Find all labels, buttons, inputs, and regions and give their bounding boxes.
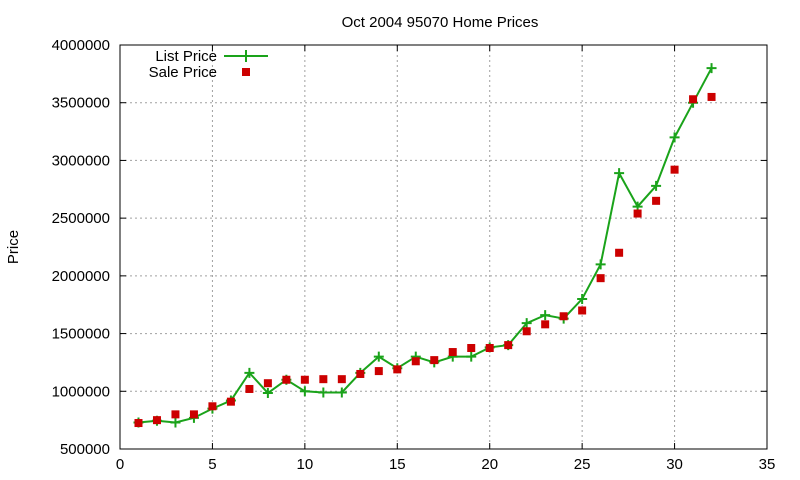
- x-tick-label: 5: [208, 456, 216, 473]
- sale-price-point: [134, 419, 143, 428]
- sale-price-point: [652, 196, 661, 205]
- sale-price-point: [152, 416, 161, 425]
- legend-label-sale-price: Sale Price: [149, 64, 217, 81]
- list-price-point: [614, 168, 625, 179]
- y-tick-label: 1500000: [52, 326, 110, 343]
- list-price-point: [336, 387, 347, 398]
- series-list-price: [133, 63, 717, 428]
- y-tick-label: 4000000: [52, 37, 110, 54]
- sale-price-point: [707, 92, 716, 101]
- list-price-point: [373, 351, 384, 362]
- sale-price-point: [596, 274, 605, 283]
- y-tick-label: 3500000: [52, 95, 110, 112]
- x-tick-label: 35: [759, 456, 776, 473]
- sale-price-point: [263, 379, 272, 388]
- x-tick-label: 30: [666, 456, 683, 473]
- list-price-point: [595, 259, 606, 270]
- x-tick-label: 20: [481, 456, 498, 473]
- x-tick-label: 0: [116, 456, 124, 473]
- sale-price-point: [319, 375, 328, 384]
- plot-frame: [119, 44, 768, 450]
- grid-lines: [120, 45, 767, 449]
- list-price-point: [299, 386, 310, 397]
- y-tick-label: 2500000: [52, 210, 110, 227]
- sale-price-point: [282, 375, 291, 384]
- sale-price-point: [467, 344, 476, 352]
- sale-price-point: [208, 402, 217, 411]
- list-price-point: [651, 180, 662, 191]
- sale-price-point: [189, 410, 198, 419]
- x-tick-label: 25: [574, 456, 591, 473]
- list-price-point: [706, 63, 717, 74]
- list-price-point: [244, 367, 255, 378]
- sale-price-point: [300, 375, 309, 384]
- series-layer: [133, 63, 717, 428]
- sale-price-point: [485, 344, 494, 352]
- sale-price-point: [670, 165, 679, 174]
- sale-price-point: [374, 367, 383, 376]
- sale-price-point: [615, 248, 624, 257]
- sale-price-point: [541, 320, 550, 329]
- list-price-point: [577, 293, 588, 304]
- sale-price-point: [633, 209, 642, 218]
- sale-price-point: [356, 369, 365, 378]
- list-price-point: [669, 132, 680, 143]
- sale-price-point: [337, 375, 346, 384]
- y-axis-label: Price: [5, 230, 22, 264]
- chart-title: Oct 2004 95070 Home Prices: [342, 14, 539, 31]
- legend: List Price Sale Price: [149, 48, 268, 81]
- sale-price-point: [171, 410, 180, 419]
- sale-price-point: [559, 312, 568, 321]
- y-tick-label: 500000: [60, 441, 110, 458]
- axis-ticks: 0 5 10 15 20 25 30 35 500000 1000000 1500000 200000…: [52, 37, 776, 473]
- sale-price-point: [393, 365, 402, 374]
- legend-marker-sale-price: [242, 68, 250, 76]
- y-tick-label: 2000000: [52, 268, 110, 285]
- series-sale-price: [134, 92, 716, 428]
- list-price-point: [540, 310, 551, 321]
- list-price-point: [521, 318, 532, 329]
- list-price-point: [170, 417, 181, 428]
- y-tick-label: 3000000: [52, 152, 110, 169]
- sale-price-point: [504, 341, 513, 350]
- list-price-point: [318, 387, 329, 398]
- x-tick-label: 15: [389, 456, 406, 473]
- sale-price-point: [522, 327, 531, 336]
- sale-price-point: [578, 306, 587, 315]
- list-price-point: [262, 388, 273, 399]
- sale-price-point: [245, 384, 254, 393]
- sale-price-point: [226, 397, 235, 406]
- sale-price-point: [689, 95, 698, 104]
- y-tick-label: 1000000: [52, 383, 110, 400]
- sale-price-point: [411, 357, 420, 366]
- list-price-point: [466, 351, 477, 362]
- legend-label-list-price: List Price: [155, 48, 217, 65]
- sale-price-point: [430, 356, 439, 365]
- list-price-line: [138, 67, 713, 424]
- x-tick-label: 10: [297, 456, 314, 473]
- legend-marker-list-price: [240, 50, 252, 62]
- sale-price-point: [448, 348, 457, 357]
